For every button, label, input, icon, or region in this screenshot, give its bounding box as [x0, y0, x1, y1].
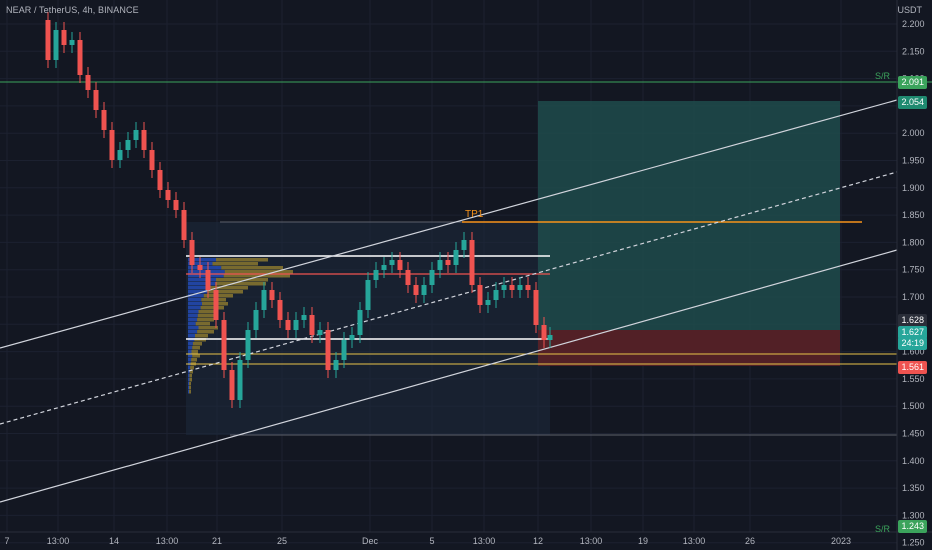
price-tick-label: 2.000	[902, 128, 925, 138]
price-tick-label: 1.400	[902, 456, 925, 466]
sr-bottom-price-label: 1.243	[898, 520, 927, 533]
time-tick-label: Dec	[362, 536, 379, 546]
channel-lower	[0, 249, 898, 503]
price-tick-label: 1.750	[902, 265, 925, 275]
price-tick-label: 2.150	[902, 46, 925, 56]
price-tick-label: 1.900	[902, 183, 925, 193]
price-tick-label: 1.300	[902, 510, 925, 520]
time-tick-label: 26	[745, 536, 755, 546]
sr-top-label: S/R	[874, 71, 890, 81]
last-price-label: 1.628	[898, 314, 927, 327]
price-tick-label: 2.200	[902, 19, 925, 29]
price-tick-label: 1.450	[902, 429, 925, 439]
channel-upper	[0, 99, 898, 349]
time-tick-label: 2023	[831, 536, 851, 546]
price-tick-label: 1.250	[902, 538, 925, 548]
time-tick-label: 5	[429, 536, 434, 546]
symbol-title[interactable]: NEAR / TetherUS, 4h, BINANCE	[6, 5, 139, 15]
price-tick-label: 1.700	[902, 292, 925, 302]
price-tick-label: 1.500	[902, 401, 925, 411]
tp1-label: TP1	[465, 209, 484, 220]
time-tick-label: 13:00	[473, 536, 496, 546]
profit-zone	[538, 101, 840, 330]
price-tick-label: 1.850	[902, 210, 925, 220]
price-tick-label: 1.550	[902, 374, 925, 384]
price-tick-label: 1.950	[902, 156, 925, 166]
target-price-label: 2.054	[898, 96, 927, 109]
time-tick-label: 25	[277, 536, 287, 546]
price-tick-label: 1.800	[902, 237, 925, 247]
sr-top-price-label: 2.091	[898, 76, 927, 89]
time-tick-label: 19	[638, 536, 648, 546]
candle-countdown-label: 24:19	[898, 337, 927, 350]
currency-label: USDT	[897, 5, 923, 15]
price-tick-label: 1.350	[902, 483, 925, 493]
time-tick-label: 12	[533, 536, 543, 546]
time-tick-label: 21	[212, 536, 222, 546]
current-price-label: 1.627	[898, 326, 927, 339]
time-tick-label: 13:00	[156, 536, 179, 546]
time-axis: 7 13:00 14 13:00 21 25 Dec 5 13:00 12 13:00 19 13:00…	[4, 536, 851, 546]
stop-price-label: 1.561	[898, 361, 927, 374]
time-tick-label: 14	[109, 536, 119, 546]
time-tick-label: 13:00	[683, 536, 706, 546]
loss-zone	[538, 330, 840, 366]
channel-mid	[0, 171, 898, 425]
sr-bottom-label: S/R	[874, 524, 890, 534]
time-tick-label: 13:00	[580, 536, 603, 546]
price-tick-label: 1.600	[902, 347, 925, 357]
time-tick-label: 13:00	[47, 536, 70, 546]
volume-profile-box	[186, 222, 550, 435]
time-tick-label: 7	[4, 536, 9, 546]
candlestick-series	[45, 12, 553, 408]
